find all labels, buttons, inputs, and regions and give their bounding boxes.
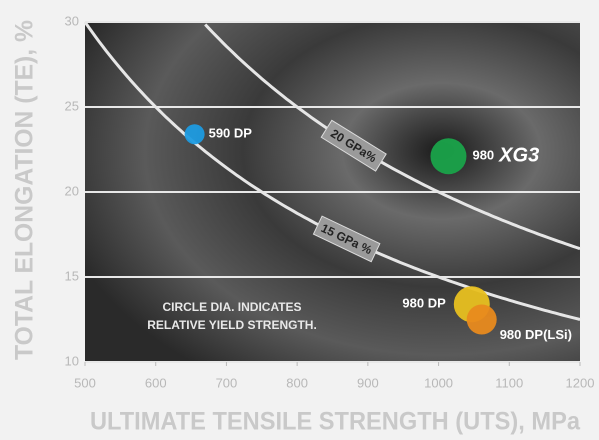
bubble xyxy=(466,304,497,335)
annotation: RELATIVE YIELD STRENGTH. xyxy=(147,318,317,332)
bubble xyxy=(430,138,467,175)
y-axis-title: TOTAL ELONGATION (TE), % xyxy=(11,20,39,360)
y-tick-label: 30 xyxy=(65,13,79,28)
x-tick-label: 600 xyxy=(145,375,167,390)
annotation: CIRCLE DIA. INDICATES xyxy=(162,300,301,314)
point-label: 980 DP xyxy=(402,296,446,311)
point-label: 590 DP xyxy=(209,126,253,141)
y-tick-label: 15 xyxy=(65,268,79,283)
point-label: 980 DP(LSi) xyxy=(500,327,572,342)
curve-label-box xyxy=(320,119,387,172)
point-label: 980 xyxy=(472,148,494,163)
x-tick-label: 900 xyxy=(357,375,379,390)
x-tick-label: 800 xyxy=(286,375,308,390)
x-tick-label: 1100 xyxy=(495,375,523,390)
brand-logo: XG3 xyxy=(498,145,539,167)
y-tick-label: 25 xyxy=(65,98,79,113)
x-tick-label: 1200 xyxy=(566,375,595,390)
y-tick-label: 10 xyxy=(65,353,79,368)
x-tick-label: 500 xyxy=(74,375,96,390)
x-tick-label: 1000 xyxy=(424,375,453,390)
x-tick-label: 700 xyxy=(216,375,238,390)
iso-curve xyxy=(204,23,581,251)
y-tick-label: 20 xyxy=(65,183,79,198)
bubble xyxy=(184,124,205,145)
curve-label-box xyxy=(312,215,381,263)
x-axis-title: ULTIMATE TENSILE STRENGTH (UTS), MPa xyxy=(90,408,581,436)
